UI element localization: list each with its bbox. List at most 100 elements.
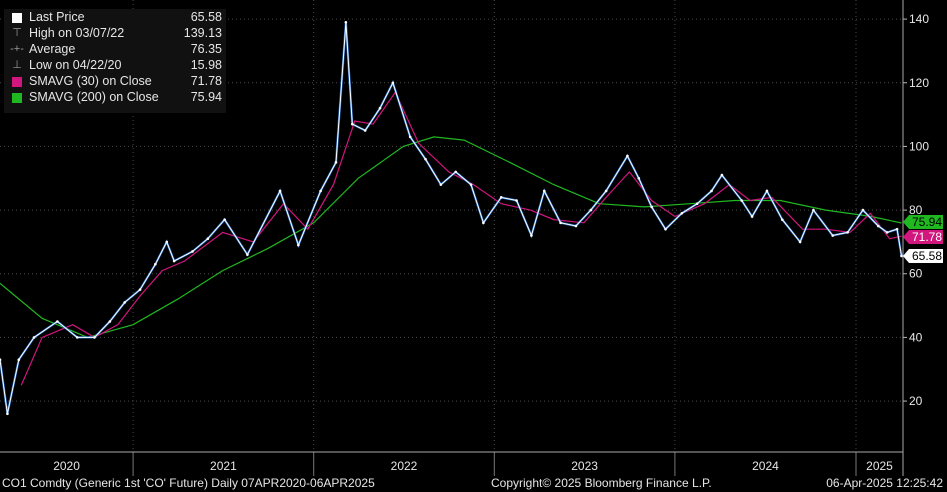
- low-marker-icon: ⊥: [12, 59, 22, 71]
- price-point: [637, 176, 641, 180]
- value-tag-label: 71.78: [912, 230, 942, 244]
- value-tag-label: 65.58: [912, 249, 942, 263]
- price-point: [589, 208, 593, 212]
- chart-legend: Last Price 65.58 ⊤ High on 03/07/22 139.…: [4, 9, 226, 113]
- x-year-label: 2024: [752, 459, 779, 473]
- price-point: [408, 135, 412, 139]
- legend-value: 71.78: [190, 74, 222, 88]
- price-point: [664, 227, 667, 231]
- price-point: [650, 205, 653, 209]
- legend-row-last-price: Last Price 65.58: [4, 9, 226, 25]
- price-point: [626, 154, 629, 158]
- y-tick-label: 100: [909, 139, 929, 153]
- legend-label: Average: [29, 42, 76, 56]
- timestamp: 06-Apr-2025 12:25:42: [826, 476, 943, 490]
- sma200-line: [0, 136, 902, 339]
- value-tag-box: [903, 230, 943, 244]
- price-point: [720, 173, 724, 177]
- legend-row-average: -+- Average 76.35: [4, 41, 226, 57]
- price-point: [574, 224, 578, 228]
- price-point: [846, 231, 849, 234]
- price-point: [900, 254, 903, 258]
- legend-label: Last Price: [29, 10, 85, 24]
- price-point: [812, 208, 815, 212]
- price-point: [740, 199, 743, 202]
- chart-axes: 20 40 60 80 100 120 140 2020 2021 2022 2023 2024 202…: [0, 0, 929, 476]
- price-point: [499, 196, 503, 199]
- price-point: [482, 221, 485, 225]
- price-point: [780, 218, 784, 221]
- legend-value: 139.13: [183, 26, 222, 40]
- legend-label: Low on 04/22/20: [29, 58, 122, 72]
- y-tick-label: 60: [909, 267, 923, 281]
- x-year-label: 2023: [571, 459, 598, 473]
- price-point: [798, 240, 802, 244]
- price-point: [0, 358, 2, 361]
- y-tick-label: 140: [909, 12, 929, 26]
- sma200-swatch: [12, 93, 22, 103]
- price-point: [17, 358, 21, 361]
- price-point: [334, 161, 338, 164]
- security-description: CO1 Comdty (Generic 1st 'CO' Future) Dai…: [2, 476, 375, 490]
- high-marker-icon: ⊤: [12, 27, 22, 39]
- legend-row-low: ⊥ Low on 04/22/20 15.98: [4, 57, 226, 73]
- x-year-label: 2025: [866, 459, 893, 473]
- legend-value: 75.94: [190, 90, 222, 104]
- y-tick-label: 80: [909, 203, 923, 217]
- value-tag-box: [903, 249, 943, 263]
- price-point: [439, 183, 443, 186]
- price-point: [32, 336, 36, 339]
- price-point: [765, 189, 769, 193]
- price-point: [530, 234, 533, 237]
- legend-value: 15.98: [190, 58, 222, 72]
- x-year-label: 2020: [53, 459, 80, 473]
- price-point: [246, 253, 249, 256]
- x-year-label: 2021: [210, 459, 237, 473]
- price-point: [108, 320, 112, 323]
- price-point: [172, 259, 176, 263]
- price-point: [861, 208, 865, 212]
- price-point: [710, 189, 713, 193]
- price-point: [469, 183, 473, 186]
- price-point: [424, 157, 427, 161]
- price-point: [6, 412, 9, 416]
- price-point: [123, 301, 126, 304]
- chart-series: [0, 20, 903, 416]
- value-tag-label: 75.94: [912, 215, 942, 229]
- price-point: [695, 202, 699, 206]
- legend-label: SMAVG (30) on Close: [29, 74, 152, 88]
- sma30-line: [20, 91, 902, 386]
- price-point: [363, 129, 367, 132]
- value-tag-box: [903, 215, 943, 229]
- legend-row-sma30: SMAVG (30) on Close 71.78: [4, 73, 226, 89]
- price-point: [559, 221, 562, 225]
- price-point: [680, 211, 684, 215]
- y-tick-label: 20: [909, 394, 923, 408]
- price-point: [515, 199, 518, 202]
- price-point: [454, 170, 458, 174]
- y-tick-label: 40: [909, 330, 923, 344]
- price-point: [831, 234, 835, 237]
- price-point: [93, 336, 96, 339]
- average-marker-icon: -+-: [10, 43, 24, 55]
- price-point: [604, 189, 608, 193]
- price-point: [885, 231, 889, 234]
- copyright-notice: Copyright© 2025 Bloomberg Finance L.P.: [491, 476, 712, 490]
- price-point: [297, 243, 300, 247]
- y-tick-label: 120: [909, 76, 929, 90]
- price-point: [350, 122, 354, 126]
- x-year-label: 2022: [391, 459, 418, 473]
- price-point: [154, 262, 157, 266]
- price-point: [56, 320, 59, 323]
- price-point: [191, 250, 194, 253]
- legend-label: High on 03/07/22: [29, 26, 125, 40]
- price-point: [75, 336, 79, 339]
- legend-row-sma200: SMAVG (200) on Close 75.94: [4, 89, 226, 105]
- legend-value: 65.58: [190, 10, 222, 24]
- price-point: [895, 227, 899, 231]
- price-point: [876, 224, 880, 228]
- last-price-swatch: [12, 13, 22, 23]
- price-point: [223, 218, 226, 221]
